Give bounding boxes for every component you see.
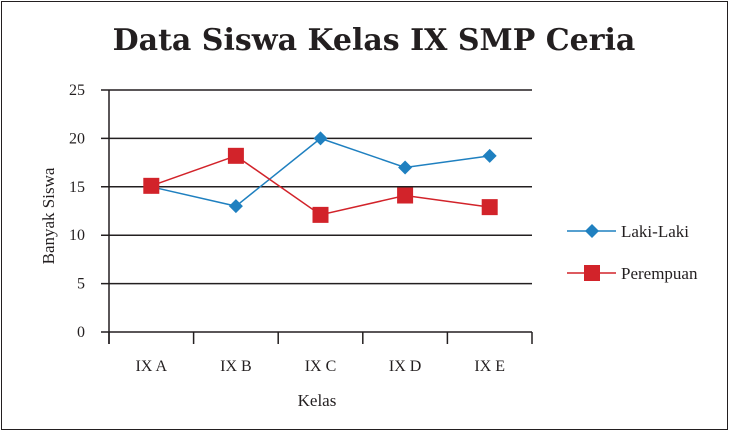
y-tick-label: 15 [69,179,85,196]
legend-marker-diamond [585,224,599,238]
legend: Laki-Laki Perempuan [567,222,698,283]
x-tick-label: IX B [220,358,252,375]
data-point-square [397,187,414,204]
data-point-diamond [313,131,328,146]
y-tick-label: 0 [77,324,85,341]
series-line-perempuan [151,154,490,216]
legend-marker-square [584,265,600,281]
x-axis-label: Kelas [298,391,337,410]
data-point-diamond [228,199,243,214]
y-tick-label: 5 [77,276,85,293]
series-group [143,131,498,223]
legend-label: Laki-Laki [621,222,689,241]
series-line-laki-laki [151,137,490,207]
axes [108,90,533,344]
x-tick-label: IX A [136,358,168,375]
legend-label: Perempuan [621,264,698,283]
x-tick-label: IX E [474,358,505,375]
y-axis-label: Banyak Siswa [39,167,58,264]
x-tick-label: IX D [389,358,421,375]
x-tick-label: IX C [305,358,337,375]
y-tick-label: 25 [69,82,85,99]
y-tick-labels: 0 5 10 15 20 25 [69,82,85,341]
data-point-square [227,147,244,164]
data-point-diamond [482,148,497,163]
data-point-square [481,199,498,216]
data-point-square [143,177,160,194]
y-tick-label: 10 [69,227,85,244]
y-tick-label: 20 [69,130,85,147]
x-tick-labels: IX A IX B IX C IX D IX E [136,358,506,375]
data-point-diamond [398,160,413,175]
data-point-square [312,206,329,223]
chart-title: Data Siswa Kelas IX SMP Ceria [113,23,636,58]
